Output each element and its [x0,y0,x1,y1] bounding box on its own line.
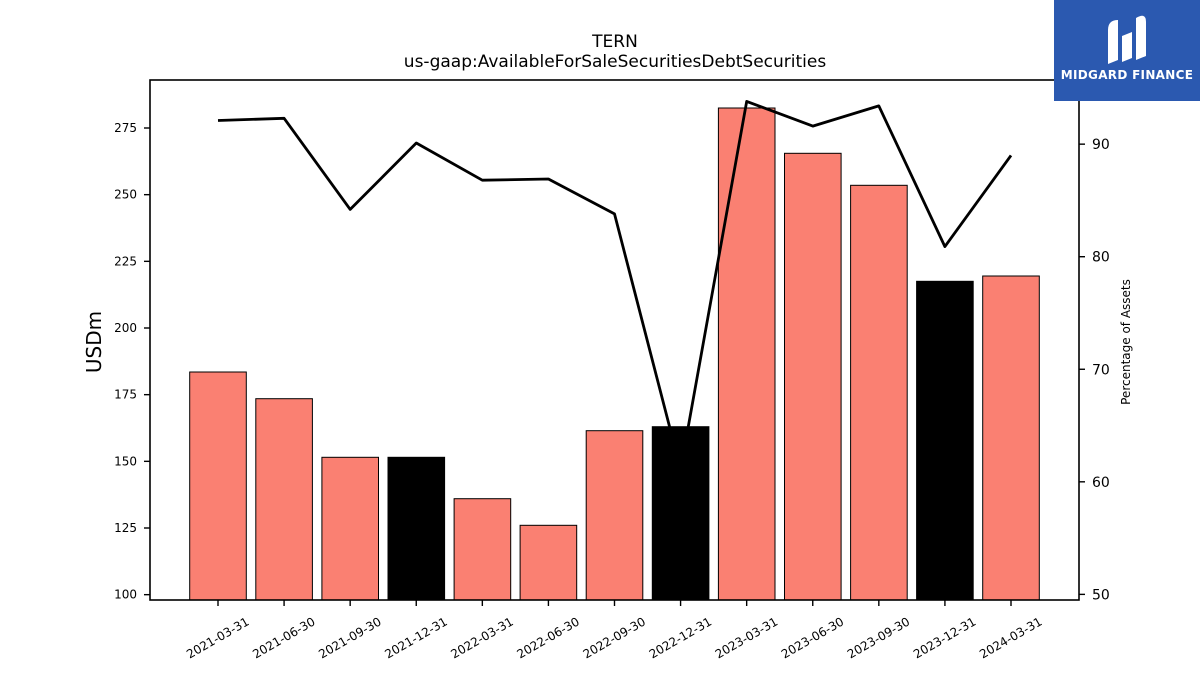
y2-tick-label: 70 [1092,362,1110,378]
bar-2022-12-31 [651,426,710,601]
y-tick-label: 125 [114,521,137,535]
x-tick-label: 2021-12-31 [382,614,449,661]
x-tick-label: 2022-03-31 [448,614,515,661]
x-tick-label: 2021-06-30 [250,614,317,661]
bar-2021-03-31 [189,371,247,601]
x-tick-label: 2022-09-30 [581,614,648,661]
bar-2022-06-30 [519,524,578,601]
line-series [217,100,1013,471]
bar-2021-06-30 [255,398,313,601]
y2-tick-label: 80 [1092,250,1110,266]
x-tick-label: 2021-09-30 [316,614,383,661]
bar-2023-03-31 [717,107,776,601]
bar-2023-12-31 [916,280,974,601]
x-axis: 2021-03-312021-06-302021-09-302021-12-31… [184,600,1045,661]
bar-series [189,107,1040,601]
y-tick-label: 175 [114,388,137,402]
bar-2021-12-31 [387,456,446,601]
bar-2023-06-30 [784,152,842,601]
x-tick-label: 2023-12-31 [911,614,978,661]
x-tick-label: 2021-03-31 [184,614,251,661]
bar-2024-03-31 [982,275,1040,601]
chart-subtitle: us-gaap:AvailableForSaleSecuritiesDebtSe… [403,52,827,72]
y-tick-label: 100 [114,588,137,602]
bar-2021-09-30 [321,456,379,601]
y-tick-label: 250 [114,188,137,202]
y-tick-label: 225 [114,254,137,268]
left-axis: 100 125 150 175 200 225 250 275 [114,121,150,602]
chart-title: TERN [592,32,638,52]
midgard-logo-icon [1108,15,1146,64]
y-tick-label: 150 [114,454,137,468]
y2-axis-label: Percentage of Assets [1119,279,1133,405]
brand-name: MIDGARD FINANCE [1060,68,1194,82]
x-tick-label: 2023-03-31 [713,614,780,661]
y2-tick-label: 90 [1092,137,1110,153]
x-tick-label: 2023-06-30 [779,614,846,661]
plot-frame [149,79,1080,601]
x-tick-label: 2024-03-31 [977,614,1044,661]
y2-tick-label: 60 [1092,475,1110,491]
brand-logo: MIDGARD FINANCE [1054,0,1200,101]
bar-2023-09-30 [850,184,908,601]
right-axis: 50 60 70 80 90 [1079,137,1110,603]
bar-2022-03-31 [453,498,512,601]
y-tick-label: 200 [114,321,137,335]
y-tick-label: 275 [114,121,137,135]
y2-tick-label: 50 [1092,587,1110,603]
y-axis-label: USDm [82,311,106,373]
x-tick-label: 2022-12-31 [647,614,714,661]
x-tick-label: 2022-06-30 [514,614,581,661]
bar-2022-09-30 [585,430,644,601]
x-tick-label: 2023-09-30 [845,614,912,661]
